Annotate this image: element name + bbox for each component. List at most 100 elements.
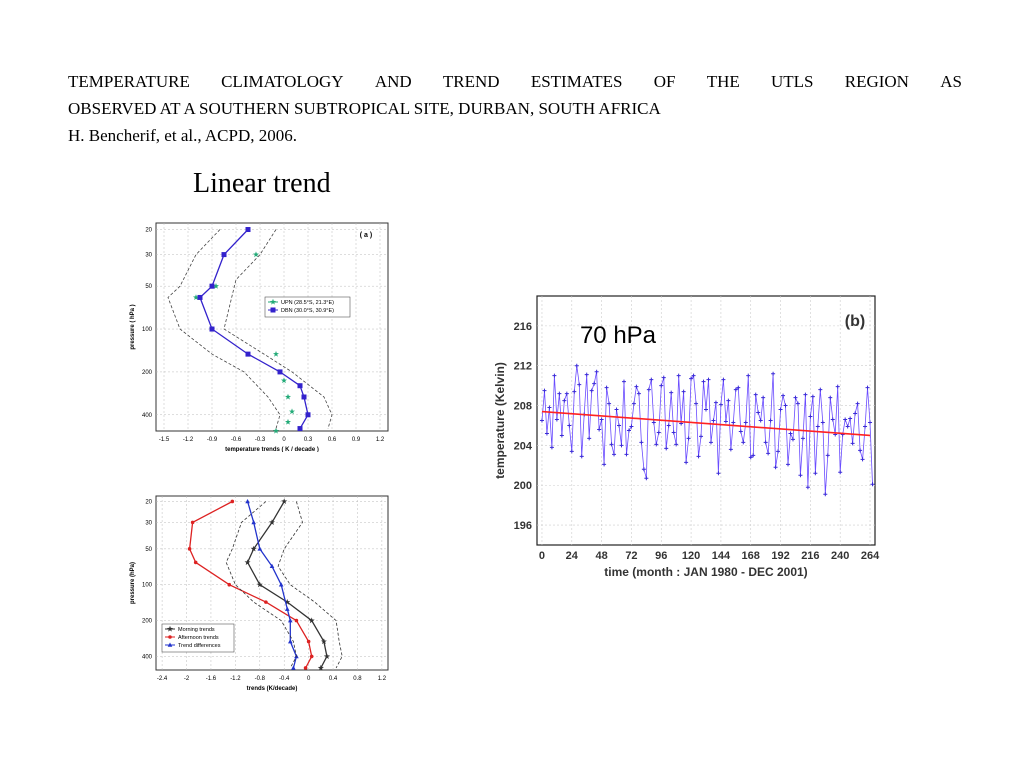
data-point: [631, 401, 636, 406]
data-point: [835, 384, 840, 389]
data-point: [281, 377, 287, 384]
x-tick-label: 0.8: [353, 676, 362, 682]
data-point: [209, 326, 215, 332]
plot-frame: [536, 295, 876, 546]
data-point: [721, 377, 726, 382]
data-point: [793, 395, 798, 400]
y-tick-label: 216: [514, 321, 532, 333]
series: [244, 498, 330, 671]
data-point: [621, 379, 626, 384]
series: [245, 498, 299, 670]
slide-subtitle: Linear trend: [193, 168, 331, 199]
y-tick-label: 30: [145, 253, 152, 259]
x-tick-label: 168: [742, 550, 760, 562]
x-tick-label: -1.6: [206, 676, 217, 682]
data-point: [676, 373, 681, 378]
x-tick-label: 24: [566, 550, 579, 562]
data-point: [736, 385, 741, 390]
y-axis-label: pressure ( hPa ): [130, 304, 136, 349]
x-tick-label: 120: [682, 550, 700, 562]
reference-word: TEMPERATURE: [68, 72, 190, 91]
data-point: [297, 383, 303, 389]
figure-c-chart: -2.4 -2 -1.6 -1.2 -0.8 -0.4 0 0.4 0.8 1.2 20 30 50 10…: [130, 495, 389, 692]
data-point: [733, 387, 738, 392]
x-tick-label: 240: [831, 550, 849, 562]
data-point: [661, 375, 666, 380]
data-point: [288, 618, 293, 623]
reference-word: OF: [653, 72, 676, 91]
series-line: [246, 501, 328, 669]
series-line: [246, 501, 298, 669]
legend-marker: [167, 625, 173, 632]
data-point: [674, 442, 679, 447]
data-point: [589, 388, 594, 393]
figure-c: -2.4 -2 -1.6 -1.2 -0.8 -0.4 0 0.4 0.8 1.2 20 30 50 10…: [126, 490, 390, 695]
data-point: [654, 442, 659, 447]
data-point: [285, 418, 291, 425]
data-point: [629, 424, 634, 429]
data-point: [278, 582, 284, 587]
data-point: [320, 638, 327, 645]
data-point: [250, 545, 257, 552]
data-point: [820, 420, 825, 425]
data-point: [728, 447, 733, 452]
data-point: [805, 485, 810, 490]
legend-label: Morning trends: [178, 627, 215, 633]
data-point: [699, 434, 704, 439]
data-point: [845, 424, 850, 429]
confidence-line: [225, 501, 297, 669]
data-point: [306, 639, 311, 644]
data-point: [284, 606, 290, 611]
data-point: [718, 402, 723, 407]
data-point: [684, 460, 689, 465]
data-point: [323, 653, 330, 659]
data-point: [706, 377, 711, 382]
legend-label: Trend differences: [178, 643, 221, 649]
data-point: [273, 350, 279, 357]
data-point: [855, 401, 860, 406]
data-point: [277, 369, 283, 375]
data-point: [607, 401, 612, 406]
data-point: [763, 440, 768, 445]
data-point: [828, 395, 833, 400]
x-tick-label: -0.6: [231, 437, 242, 443]
data-point: [825, 453, 830, 458]
data-point: [301, 394, 307, 400]
x-tick-label: 1.2: [378, 676, 387, 682]
y-tick-label: 200: [142, 370, 153, 376]
figure-b-chart: 0 24 48 72 96 120 144 168 192 216 240 264 196 200 204 2…: [493, 295, 880, 579]
data-point: [309, 654, 314, 659]
x-tick-label: -0.4: [279, 676, 290, 682]
level-annotation: 70 hPa: [580, 322, 657, 349]
data-point: [569, 449, 574, 454]
data-point: [614, 407, 619, 412]
data-point: [305, 412, 311, 418]
legend-label: DBN (30.0°S, 30.9°E): [281, 308, 334, 314]
data-point: [547, 405, 552, 410]
y-tick-label: 20: [145, 499, 152, 505]
data-point: [659, 383, 664, 388]
data-point: [256, 581, 263, 588]
y-tick-label: 212: [514, 361, 532, 373]
data-point: [303, 666, 308, 670]
reference-word: REGION: [844, 72, 909, 91]
data-point: [257, 546, 263, 551]
data-point: [823, 492, 828, 497]
x-tick-label: 0.9: [352, 437, 361, 443]
data-point: [783, 403, 788, 408]
data-point: [190, 520, 195, 525]
confidence-line: [223, 229, 333, 429]
data-point: [554, 417, 559, 422]
reference-word: AS: [940, 72, 962, 91]
x-tick-label: -0.3: [255, 437, 266, 443]
data-point: [748, 455, 753, 460]
x-tick-label: 216: [801, 550, 819, 562]
data-point: [230, 499, 235, 504]
y-tick-label: 50: [145, 284, 152, 290]
data-point: [308, 617, 315, 624]
data-point: [602, 462, 607, 467]
x-tick-label: 0.6: [328, 437, 337, 443]
data-point: [669, 390, 674, 395]
data-point: [843, 417, 848, 422]
data-point: [870, 482, 875, 487]
